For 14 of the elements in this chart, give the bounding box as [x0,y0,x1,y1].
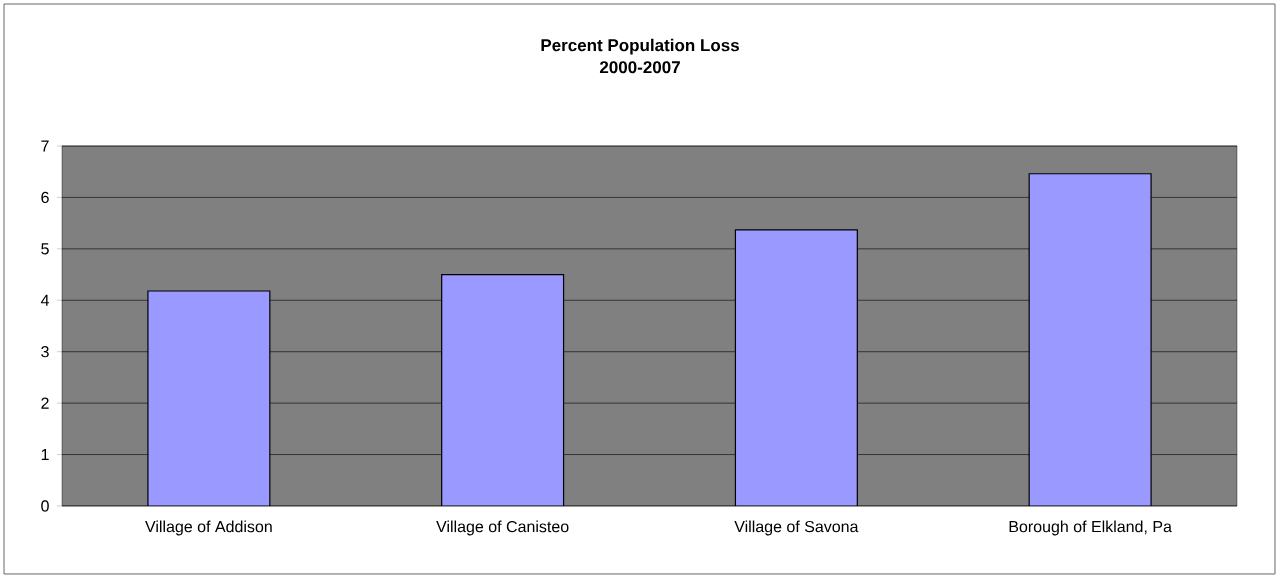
y-tick-label: 1 [41,449,49,461]
y-tick-label: 4 [40,294,50,306]
y-tick-label: 0 [41,500,49,512]
x-tick-label: Borough of Elkland, Pa [1009,520,1172,536]
y-tick-label: 3 [41,346,49,358]
y-tick-label: 2 [41,397,49,409]
x-tick-label: Village of Addison [145,520,272,536]
x-tick-label: Village of Savona [734,520,859,536]
y-tick-label: 5 [41,243,49,255]
chart-title: Percent Population Loss [541,38,739,55]
y-tick-label: 7 [41,140,49,152]
chart-subtitle: 2000-2007 [599,61,680,74]
x-tick-label: Village of Canisteo [436,520,569,536]
y-tick-label: 6 [41,191,49,204]
